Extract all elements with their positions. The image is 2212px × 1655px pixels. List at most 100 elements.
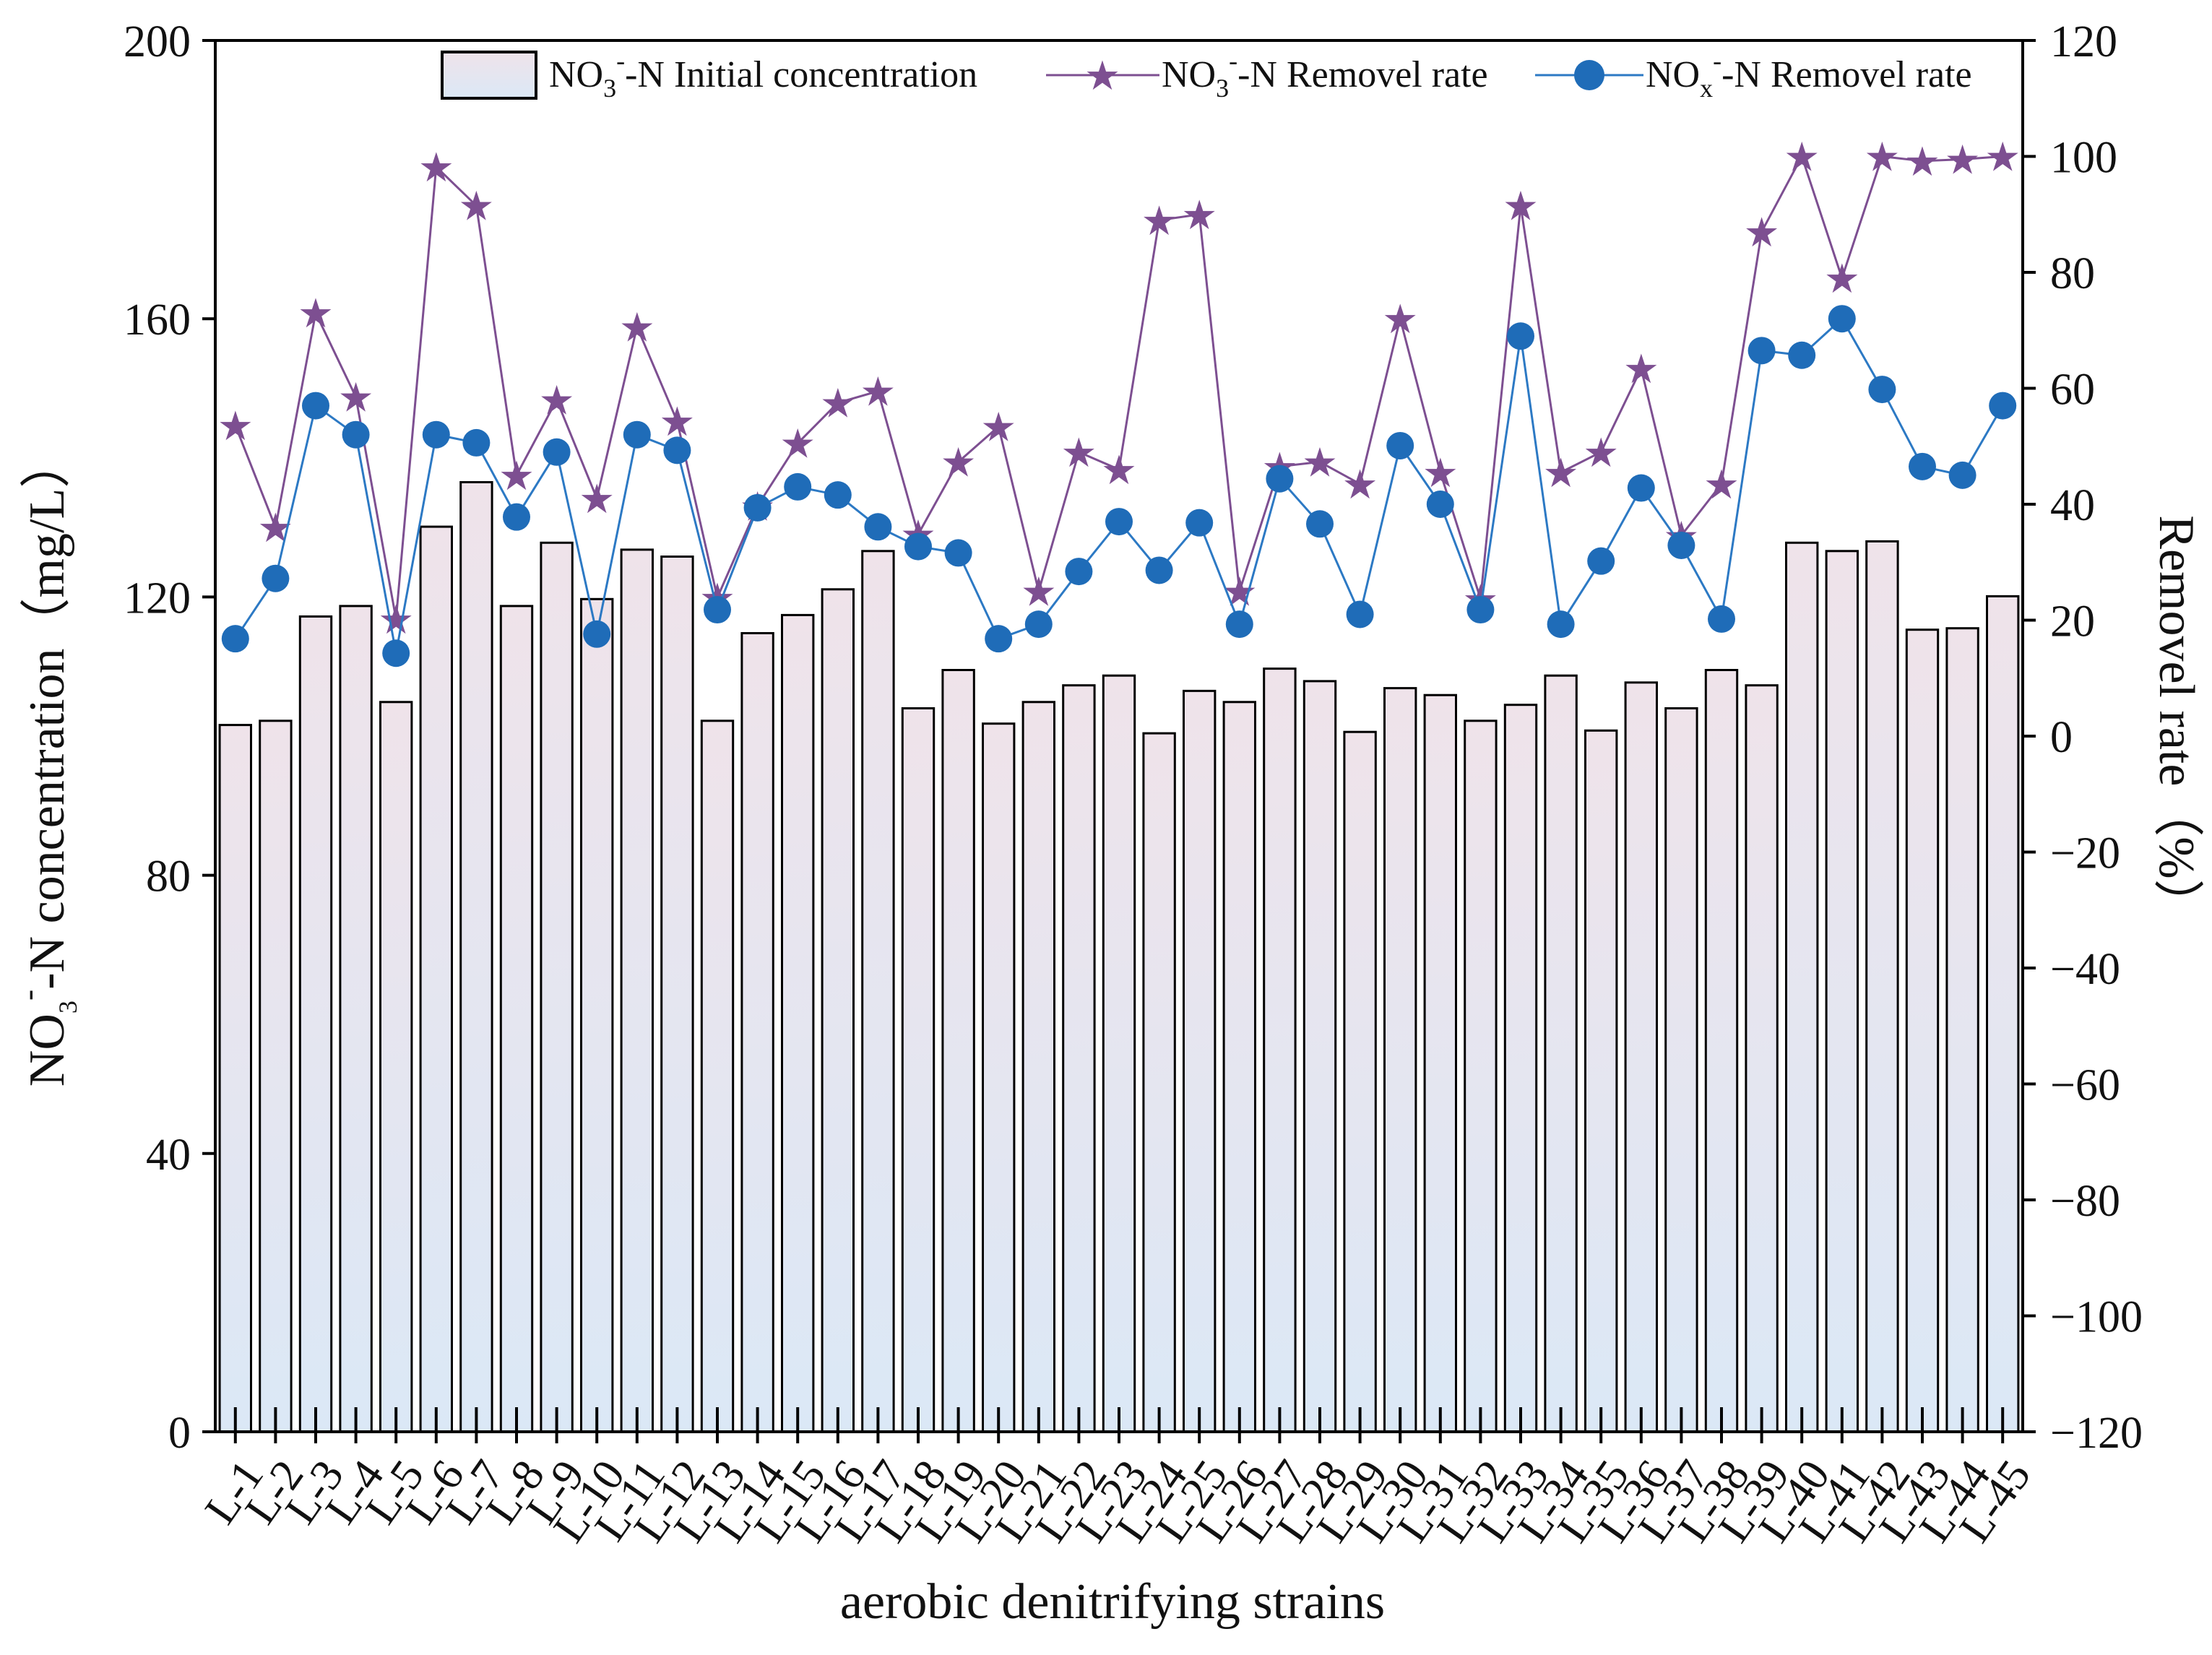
star-point: ★ <box>337 375 373 422</box>
circle-point <box>743 493 772 522</box>
circle-point <box>1225 610 1253 639</box>
star-point: ★ <box>820 381 856 428</box>
bar <box>1704 669 1739 1433</box>
left-y-tick-label: 160 <box>124 295 191 345</box>
circle-point <box>1667 531 1695 559</box>
circle-point <box>1828 305 1856 333</box>
star-series-line <box>234 153 2003 620</box>
circle-point <box>1868 376 1896 404</box>
star-point: ★ <box>1542 450 1578 497</box>
bar <box>259 720 293 1433</box>
circle-point <box>784 472 812 501</box>
bar <box>1945 627 1979 1433</box>
circle-point <box>1909 452 1936 480</box>
circle-point <box>543 438 571 466</box>
star-point: ★ <box>298 290 334 337</box>
bar <box>580 597 614 1433</box>
circle-point <box>824 481 852 509</box>
bar <box>941 669 975 1433</box>
left-y-tick-label: 80 <box>146 852 191 902</box>
bar <box>1423 693 1457 1433</box>
circle-point <box>422 420 450 449</box>
circle-point <box>382 639 410 667</box>
legend-star-icon: ★ <box>1084 53 1120 100</box>
circle-point <box>1627 474 1655 502</box>
bar <box>1624 681 1659 1433</box>
bar <box>1102 674 1136 1433</box>
star-point: ★ <box>1864 134 1900 181</box>
right-y-tick-label: 120 <box>2050 17 2117 66</box>
right-y-tick-label: −80 <box>2050 1177 2120 1226</box>
circle-point <box>1948 461 1976 489</box>
right-y-tick-label: −20 <box>2050 829 2120 878</box>
circle-point <box>704 596 731 624</box>
circle-point <box>663 436 691 464</box>
circle-point <box>904 532 932 561</box>
bar <box>1183 689 1217 1433</box>
legend-bar-swatch <box>441 51 537 100</box>
circle-point <box>1306 510 1334 538</box>
bar <box>740 632 774 1433</box>
circle-point <box>462 428 491 457</box>
legend-label-no3-removal: NO3--N Removel rate <box>1162 46 1488 103</box>
circle-point <box>1346 600 1374 628</box>
star-point: ★ <box>619 304 655 351</box>
star-point: ★ <box>1703 462 1740 509</box>
bar <box>620 548 654 1433</box>
circle-series <box>221 305 2017 667</box>
bar <box>1062 684 1096 1433</box>
bar <box>821 588 855 1433</box>
star-point: ★ <box>1141 198 1177 245</box>
circle-point <box>864 513 892 541</box>
legend: NO3--N Initial concentration ★ NO3--N Re… <box>441 46 1972 103</box>
axis-ticks: 0 40 80 120 160 200 −120 −100 −80 −60 −40 −20 0 20 40 6… <box>124 17 2143 1551</box>
left-y-tick-label: 0 <box>168 1409 191 1458</box>
bar <box>1825 550 1859 1433</box>
star-point: ★ <box>498 453 535 500</box>
bar <box>1222 701 1256 1433</box>
bar <box>1664 707 1698 1433</box>
bar <box>1905 628 1940 1433</box>
circle-point <box>1145 556 1173 584</box>
star-point: ★ <box>1743 209 1779 256</box>
circle-point <box>1386 431 1414 459</box>
bar <box>1986 595 2020 1433</box>
circle-point <box>302 392 329 420</box>
circle-point <box>985 625 1013 653</box>
right-y-tick-label: 100 <box>2050 134 2117 183</box>
bar <box>1142 732 1176 1433</box>
circle-point <box>1587 547 1615 575</box>
right-y-tick-label: 60 <box>2050 366 2095 415</box>
star-point: ★ <box>538 378 574 425</box>
right-y-tick-label: −40 <box>2050 945 2120 994</box>
circle-point <box>1507 322 1534 350</box>
left-y-tick-label: 40 <box>146 1131 191 1180</box>
bar <box>379 701 413 1433</box>
bar <box>1503 704 1538 1433</box>
star-point: ★ <box>1101 447 1137 494</box>
star-point: ★ <box>1784 134 1820 181</box>
bar <box>1021 701 1055 1433</box>
right-y-tick-label: −100 <box>2050 1293 2143 1342</box>
bar <box>901 707 936 1433</box>
circle-point <box>1466 596 1495 624</box>
star-point: ★ <box>860 369 896 416</box>
star-point: ★ <box>1382 296 1418 343</box>
circle-point <box>1788 341 1816 369</box>
circle-point <box>1266 464 1294 493</box>
circle-point <box>1065 558 1093 586</box>
circle-point <box>1708 605 1735 633</box>
bar <box>1785 541 1819 1433</box>
star-point: ★ <box>1944 137 1980 184</box>
circle-point <box>503 503 530 531</box>
circle-point <box>1105 508 1133 536</box>
bar <box>1464 720 1498 1433</box>
circle-point <box>342 420 370 449</box>
star-point: ★ <box>940 439 976 486</box>
bar <box>540 541 574 1433</box>
legend-label-initial: NO3--N Initial concentration <box>549 46 977 103</box>
star-point: ★ <box>1623 346 1659 393</box>
star-point: ★ <box>1302 439 1338 486</box>
bar <box>339 605 373 1433</box>
bar <box>861 550 895 1433</box>
